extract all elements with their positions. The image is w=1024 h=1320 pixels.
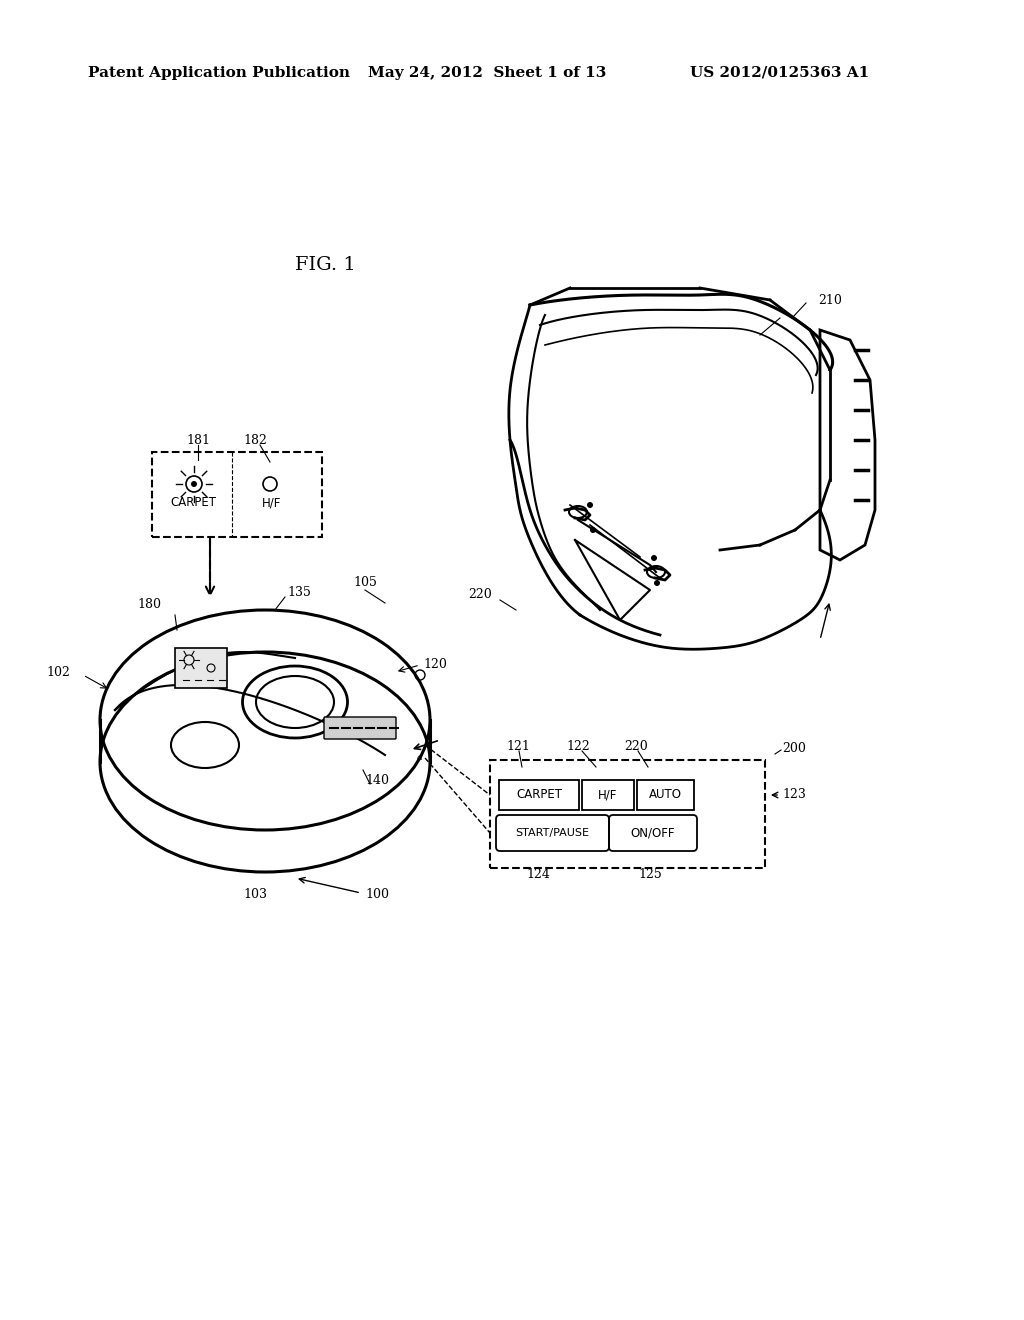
Text: 123: 123 xyxy=(782,788,806,801)
Text: FIG. 1: FIG. 1 xyxy=(295,256,355,275)
Circle shape xyxy=(651,554,657,561)
Text: H/F: H/F xyxy=(262,496,282,510)
Text: H/F: H/F xyxy=(598,788,617,801)
Text: 220: 220 xyxy=(468,589,492,602)
Text: 220: 220 xyxy=(624,741,648,754)
Text: START/PAUSE: START/PAUSE xyxy=(515,828,589,838)
Text: ON/OFF: ON/OFF xyxy=(631,826,675,840)
Circle shape xyxy=(654,579,660,586)
Text: 121: 121 xyxy=(506,741,530,754)
Text: 140: 140 xyxy=(365,774,389,787)
Text: US 2012/0125363 A1: US 2012/0125363 A1 xyxy=(690,66,869,81)
Text: 180: 180 xyxy=(137,598,161,611)
Text: 122: 122 xyxy=(566,741,590,754)
Text: 100: 100 xyxy=(365,888,389,902)
Text: AUTO: AUTO xyxy=(648,788,682,801)
Text: 120: 120 xyxy=(423,659,446,672)
Text: 181: 181 xyxy=(186,433,210,446)
Text: 125: 125 xyxy=(638,869,662,882)
Text: 124: 124 xyxy=(526,869,550,882)
Text: Patent Application Publication: Patent Application Publication xyxy=(88,66,350,81)
Text: 102: 102 xyxy=(46,665,70,678)
Circle shape xyxy=(587,502,593,508)
Text: 105: 105 xyxy=(353,576,377,589)
Text: 135: 135 xyxy=(287,586,311,598)
Text: 103: 103 xyxy=(243,888,267,902)
Text: a: a xyxy=(417,754,423,763)
Circle shape xyxy=(590,527,596,533)
Text: CARPET: CARPET xyxy=(170,496,216,510)
Text: May 24, 2012  Sheet 1 of 13: May 24, 2012 Sheet 1 of 13 xyxy=(368,66,606,81)
Text: CARPET: CARPET xyxy=(516,788,562,801)
Text: 182: 182 xyxy=(243,433,267,446)
Text: 210: 210 xyxy=(818,293,842,306)
FancyBboxPatch shape xyxy=(324,717,396,739)
FancyBboxPatch shape xyxy=(175,648,227,688)
Circle shape xyxy=(191,480,197,487)
Text: 200: 200 xyxy=(782,742,806,755)
